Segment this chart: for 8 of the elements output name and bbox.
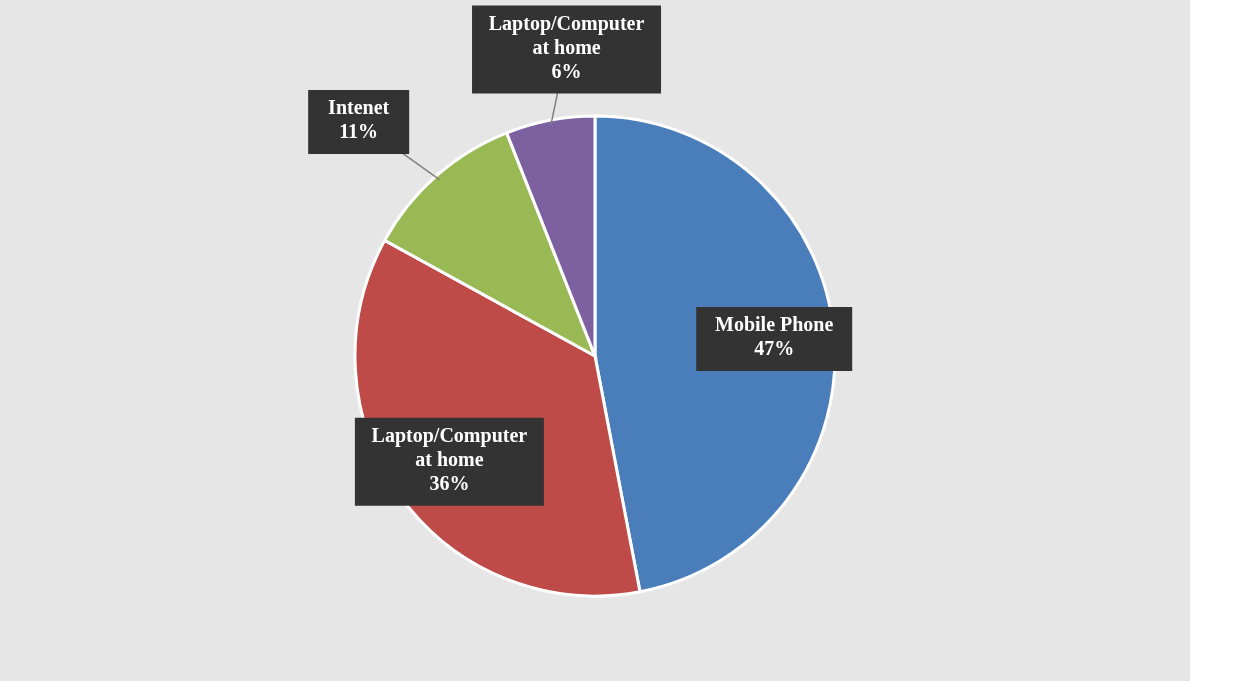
slice-label: Laptop/Computer at home: [371, 423, 528, 470]
slice-label: Mobile Phone: [715, 313, 834, 336]
data-label: 11%: [339, 119, 379, 142]
data-label: 6%: [551, 59, 582, 82]
data-label: 47%: [754, 337, 795, 360]
data-label: 36%: [429, 471, 470, 494]
slice-label: Intenet: [328, 95, 390, 118]
slice-label: Laptop/Computer at home: [488, 11, 645, 58]
